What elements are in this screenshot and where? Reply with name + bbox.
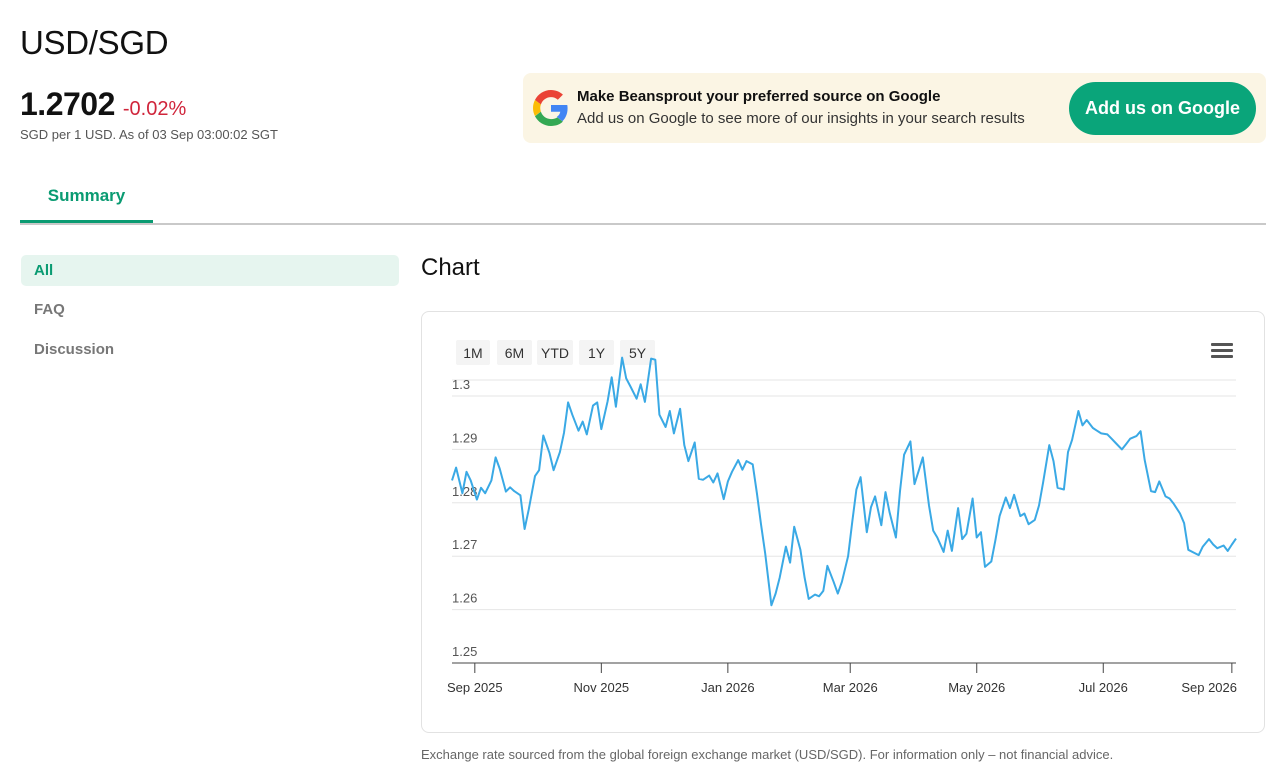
- tab-summary[interactable]: Summary: [20, 172, 153, 223]
- range-6m-button[interactable]: 6M: [497, 340, 532, 365]
- y-tick-label: 1.3: [452, 377, 470, 392]
- y-tick-label: 1.25: [452, 644, 477, 659]
- y-tick-label: 1.27: [452, 537, 477, 552]
- page-title: USD/SGD: [20, 24, 169, 61]
- chart-footnote: Exchange rate sourced from the global fo…: [421, 747, 1114, 762]
- sidebar-item-discussion[interactable]: Discussion: [34, 341, 115, 358]
- hamburger-menu-icon[interactable]: [1211, 343, 1233, 361]
- sidebar-item-faq[interactable]: FAQ: [34, 301, 65, 318]
- google-icon: [533, 90, 568, 126]
- price-row: 1.2702 -0.02%: [20, 86, 186, 123]
- google-promo-banner: Make Beansprout your preferred source on…: [523, 73, 1266, 143]
- add-us-on-google-button[interactable]: Add us on Google: [1069, 82, 1256, 135]
- x-tick-label: May 2026: [948, 680, 1005, 695]
- range-1m-button[interactable]: 1M: [456, 340, 490, 365]
- promo-title: Make Beansprout your preferred source on…: [577, 88, 941, 105]
- y-tick-label: 1.26: [452, 591, 477, 606]
- x-tick-label: Jul 2026: [1079, 680, 1128, 695]
- y-tick-label: 1.28: [452, 484, 477, 499]
- chart-heading: Chart: [421, 254, 480, 281]
- chart-card: [421, 311, 1265, 733]
- usd-sgd-line: [451, 356, 1237, 607]
- y-tick-label: 1.29: [452, 430, 477, 445]
- promo-subtitle: Add us on Google to see more of our insi…: [577, 110, 1025, 127]
- as-of-text: SGD per 1 USD. As of 03 Sep 03:00:02 SGT: [20, 127, 278, 142]
- range-1y-button[interactable]: 1Y: [579, 340, 614, 365]
- x-tick-label: Nov 2025: [574, 680, 630, 695]
- tab-bar: Summary: [20, 172, 1266, 225]
- price-change: -0.02%: [122, 98, 187, 120]
- range-5y-button[interactable]: 5Y: [620, 340, 655, 365]
- exchange-rate-chart: 1.25 1.26 1.27 1.28 1.29 1.3 Sep 2025 Nov 2025 J…: [447, 356, 1237, 695]
- current-price: 1.2702: [20, 86, 115, 122]
- x-tick-label: Jan 2026: [701, 680, 755, 695]
- range-ytd-button[interactable]: YTD: [537, 340, 573, 365]
- x-tick-label: Sep 2025: [447, 680, 503, 695]
- x-tick-label: Mar 2026: [823, 680, 878, 695]
- sidebar-item-all[interactable]: All: [21, 255, 399, 286]
- x-tick-label: Sep 2026: [1181, 680, 1237, 695]
